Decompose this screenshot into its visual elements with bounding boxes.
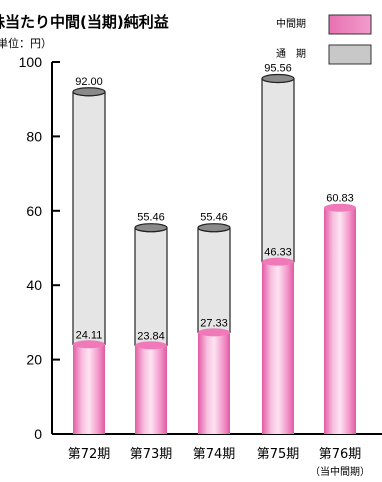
bar-full-year — [261, 78, 295, 263]
y-tick-label: 20 — [26, 352, 42, 368]
bar-interim-top — [262, 257, 294, 266]
category-label: 第76期 — [319, 447, 362, 462]
y-tick-label: 60 — [26, 203, 42, 219]
legend-swatch-full — [328, 44, 372, 65]
y-tick-label: 100 — [19, 54, 43, 70]
legend-label-full: 通 期 — [276, 48, 306, 60]
legend: 中間期 通 期 — [276, 14, 372, 65]
category-labels: 第72期 第73期 第74期 第75期 第76期 （当中間期） — [68, 447, 370, 478]
bar-full-year-top — [261, 73, 295, 84]
value-label-interim: 60.83 — [326, 193, 354, 205]
bar-interim — [198, 332, 230, 434]
bar-full-year-top — [197, 223, 231, 233]
bars: 92.00 24.11 55.46 23.84 55.46 27.33 95.56 46.33… — [72, 63, 356, 434]
bar-full-year — [72, 91, 106, 345]
bar-interim — [135, 345, 167, 434]
category-sub-label: （当中間期） — [310, 465, 370, 478]
bar-interim-top — [135, 341, 167, 350]
value-label-interim: 27.33 — [200, 317, 228, 329]
bar-interim-top — [73, 340, 105, 349]
value-label-full: 95.56 — [264, 63, 292, 75]
value-label-full: 92.00 — [75, 76, 103, 88]
bar-interim-top — [324, 203, 356, 212]
bar-interim — [262, 261, 294, 434]
category-label: 第72期 — [68, 447, 111, 462]
bar-interim — [73, 344, 105, 434]
unit-note: （単位：円） — [0, 36, 52, 50]
category-label: 第73期 — [130, 447, 173, 462]
chart-title: 株当たり中間(当期)純利益 — [0, 13, 169, 31]
bar-full-year-top — [134, 223, 168, 233]
category-label: 第75期 — [257, 447, 300, 462]
legend-swatch-interim — [328, 14, 372, 35]
bar-interim-top — [198, 328, 230, 337]
bar-full-year — [134, 227, 168, 346]
value-label-full: 55.46 — [137, 212, 165, 224]
y-ticks: 0 20 40 60 80 100 — [19, 54, 60, 442]
legend-label-interim: 中間期 — [276, 17, 306, 30]
y-tick-label: 40 — [26, 277, 42, 293]
bar-full-year-top — [72, 87, 106, 97]
category-label: 第74期 — [193, 447, 236, 462]
y-tick-label: 0 — [34, 426, 42, 442]
value-label-interim: 46.33 — [264, 247, 292, 259]
value-label-full: 55.46 — [200, 212, 228, 224]
value-label-interim: 23.84 — [137, 330, 165, 342]
value-label-interim: 24.11 — [76, 329, 103, 341]
bar-interim — [324, 207, 356, 434]
y-tick-label: 80 — [26, 128, 42, 144]
